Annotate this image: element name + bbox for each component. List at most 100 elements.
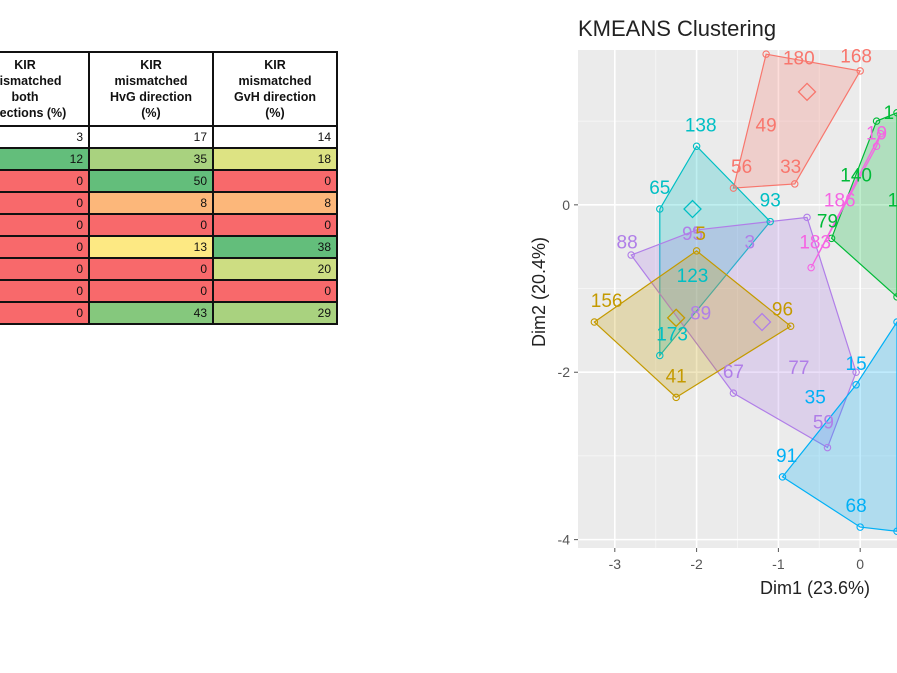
- y-tick-label: 0: [562, 197, 570, 213]
- table-cell: 20: [212, 257, 338, 281]
- data-point-marker: [786, 322, 795, 330]
- header-line: mismatched: [114, 74, 188, 88]
- point-label: 59: [813, 412, 834, 433]
- data-point-marker: [876, 129, 885, 138]
- point-label: 77: [788, 358, 809, 379]
- point-label: 65: [649, 178, 670, 199]
- kir-mismatch-table: KIR mismatched both directions (%) KIR m…: [0, 51, 338, 325]
- header-line: both: [11, 90, 39, 104]
- table-cell: 12: [0, 147, 90, 171]
- data-point-marker: [778, 473, 787, 481]
- header-line: KIR: [14, 58, 36, 72]
- cluster-hull: [810, 133, 882, 268]
- x-tick-label: 0: [856, 556, 864, 572]
- data-point-marker: [852, 368, 860, 376]
- data-point-marker: [766, 217, 774, 226]
- point-label: 35: [805, 387, 826, 408]
- point-label: 89: [690, 304, 711, 325]
- table-cell: 50: [88, 169, 214, 193]
- point-label: 15: [846, 354, 867, 375]
- table-row: 3 17 14: [0, 125, 338, 149]
- table-body: 3 17 14 12 35 18 0 50 0 0 8 8 0 0 0 0 13 38 0 0 20 0 0 0 0 43 29: [0, 125, 338, 325]
- table-row: 12 35 18: [0, 147, 338, 171]
- cluster-hull: [593, 250, 792, 399]
- data-point-marker: [627, 251, 635, 259]
- data-point-marker: [791, 180, 799, 188]
- point-label: 1: [888, 191, 897, 212]
- cluster-hulls: [593, 53, 897, 532]
- table-cell: 0: [212, 279, 338, 303]
- table-header-row: KIR mismatched both directions (%) KIR m…: [0, 51, 338, 127]
- table-row: 0 0 20: [0, 257, 338, 281]
- header-line: mismatched: [0, 74, 62, 88]
- point-label: 5: [695, 224, 706, 245]
- table-cell: 3: [0, 125, 90, 149]
- header-line: directions (%): [0, 106, 67, 120]
- point-label: 49: [756, 115, 777, 136]
- header-line: GvH direction: [234, 90, 316, 104]
- table-row: 0 13 38: [0, 235, 338, 259]
- header-gvh-direction: KIR mismatched GvH direction (%): [212, 51, 338, 127]
- point-label: 56: [731, 157, 752, 178]
- data-point-marker: [872, 142, 881, 151]
- cluster-hull: [659, 145, 772, 358]
- data-point-marker: [803, 213, 811, 222]
- point-label: 67: [723, 362, 744, 383]
- header-line: mismatched: [238, 74, 312, 88]
- point-label: 41: [666, 366, 687, 387]
- table-cell: 17: [88, 125, 214, 149]
- point-label: 138: [685, 115, 717, 136]
- data-point-marker: [852, 381, 860, 389]
- header-hvg-direction: KIR mismatched HvG direction (%): [88, 51, 214, 127]
- chart-title: KMEANS Clustering: [578, 16, 776, 41]
- cluster-center-marker: [683, 199, 702, 219]
- header-both-directions: KIR mismatched both directions (%): [0, 51, 90, 127]
- table-cell: 18: [212, 147, 338, 171]
- table-cell: 0: [88, 213, 214, 237]
- x-tick-label: -1: [772, 556, 785, 572]
- point-label: 19: [866, 124, 887, 145]
- point-label: 95: [682, 224, 703, 245]
- cluster-center-marker: [666, 308, 686, 328]
- table-row: 0 50 0: [0, 169, 338, 193]
- data-point-marker: [729, 184, 738, 192]
- point-label: 183: [799, 233, 831, 254]
- table-cell: 0: [212, 213, 338, 237]
- table-cell: 29: [212, 301, 338, 325]
- data-point-marker: [590, 318, 599, 326]
- table-cell: 0: [0, 301, 90, 325]
- point-label: 173: [656, 325, 688, 346]
- point-label: 186: [824, 191, 856, 212]
- point-label: 93: [760, 191, 781, 212]
- data-point-marker: [692, 247, 701, 255]
- table-cell: 8: [88, 191, 214, 215]
- point-label: 156: [591, 291, 623, 312]
- x-tick-label: -3: [609, 556, 622, 572]
- point-label: 91: [776, 446, 797, 467]
- point-label: 168: [840, 47, 872, 68]
- header-line: (%): [265, 106, 285, 120]
- cluster-hull: [630, 216, 857, 449]
- table-cell: 0: [0, 235, 90, 259]
- cluster-hull: [732, 53, 862, 189]
- table-cell: 38: [212, 235, 338, 259]
- data-point-marker: [656, 205, 664, 213]
- table-cell: 0: [0, 213, 90, 237]
- point-label: 68: [846, 496, 867, 517]
- data-point-marker: [692, 226, 701, 234]
- x-axis-label: Dim1 (23.6%): [760, 578, 870, 598]
- header-line: KIR: [264, 58, 286, 72]
- point-label: 33: [780, 157, 801, 178]
- y-tick-label: -4: [558, 532, 571, 548]
- table-cell: 0: [88, 257, 214, 281]
- cluster-center-marker: [752, 312, 772, 332]
- table-cell: 43: [88, 301, 214, 325]
- data-point-marker: [672, 393, 680, 402]
- cluster-hull: [830, 112, 897, 298]
- data-point-marker: [827, 234, 836, 243]
- data-point-marker: [656, 351, 664, 360]
